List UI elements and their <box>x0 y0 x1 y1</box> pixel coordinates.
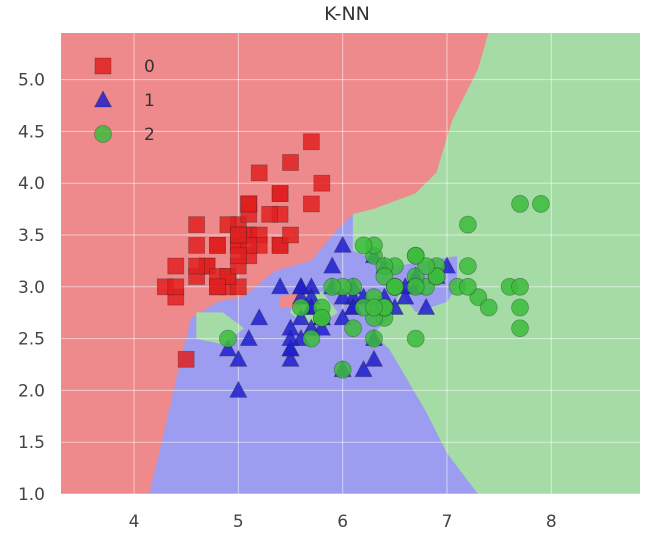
data-point-class-2 <box>302 329 321 348</box>
data-point-class-1 <box>229 349 248 367</box>
data-point-class-2 <box>511 319 529 338</box>
decision-regions <box>61 33 640 494</box>
data-points <box>156 133 550 398</box>
legend-marker-class-1 <box>93 90 113 108</box>
data-point-class-0 <box>250 164 268 182</box>
data-point-class-2 <box>323 277 342 296</box>
data-point-class-0 <box>313 174 331 192</box>
data-point-class-2 <box>427 267 446 286</box>
data-point-class-1 <box>396 287 415 305</box>
x-tick-label: 5 <box>233 512 244 532</box>
data-point-class-2 <box>365 329 383 348</box>
y-tick-label: 3.0 <box>18 278 45 298</box>
data-point-class-2 <box>458 257 477 275</box>
data-point-class-0 <box>302 195 320 213</box>
data-point-class-2 <box>312 308 331 327</box>
legend-label-class-0: 0 <box>144 57 155 77</box>
data-point-class-1 <box>281 349 300 367</box>
legend-marker-class-0 <box>94 57 112 75</box>
data-point-class-1 <box>291 308 311 326</box>
data-point-class-1 <box>354 359 373 378</box>
data-point-class-2 <box>406 329 425 348</box>
data-point-class-1 <box>323 256 342 274</box>
data-point-class-0 <box>282 154 299 171</box>
data-point-class-0 <box>229 226 247 244</box>
y-tick-label: 4.5 <box>18 122 45 142</box>
data-point-class-0 <box>188 236 206 254</box>
data-point-class-2 <box>531 195 550 213</box>
data-point-class-2 <box>365 298 383 317</box>
legend-label-class-2: 2 <box>144 125 155 145</box>
data-point-class-1 <box>333 235 352 253</box>
data-point-class-2 <box>354 236 373 255</box>
y-tick-label: 1.5 <box>18 433 45 453</box>
data-point-class-0 <box>167 278 185 296</box>
y-tick-label: 2.0 <box>18 381 45 401</box>
legend-label-class-1: 1 <box>144 91 155 111</box>
data-point-class-0 <box>167 257 185 275</box>
data-point-class-0 <box>302 133 320 151</box>
data-point-class-1 <box>333 287 352 305</box>
chart-title: K-NN <box>324 3 370 25</box>
y-tick-label: 1.0 <box>18 485 45 505</box>
data-point-class-0 <box>209 278 226 296</box>
y-tick-label: 5.0 <box>18 71 45 91</box>
data-point-class-1 <box>312 318 331 336</box>
data-point-class-2 <box>219 329 237 348</box>
data-point-class-1 <box>281 318 300 336</box>
data-point-class-0 <box>229 247 247 265</box>
data-point-class-2 <box>511 195 529 213</box>
data-point-class-0 <box>177 350 195 368</box>
x-tick-label: 4 <box>129 512 140 532</box>
data-point-class-1 <box>239 328 258 347</box>
data-point-class-1 <box>416 297 436 315</box>
data-point-class-0 <box>188 257 206 275</box>
data-point-class-1 <box>281 339 300 357</box>
data-point-class-1 <box>281 328 300 347</box>
x-tick-label: 8 <box>546 512 557 532</box>
data-point-class-2 <box>469 288 488 307</box>
plot-area <box>61 33 640 494</box>
x-tick-label: 6 <box>337 512 348 532</box>
x-axis-ticks: 4 5 6 7 8 <box>129 512 557 532</box>
data-point-class-0 <box>282 226 299 244</box>
data-point-class-2 <box>375 267 394 286</box>
data-point-class-2 <box>333 360 352 379</box>
y-tick-label: 3.5 <box>18 226 45 246</box>
legend: 0 1 2 <box>93 57 155 145</box>
legend-marker-class-2 <box>94 125 112 143</box>
x-tick-label: 7 <box>442 512 453 532</box>
data-point-class-1 <box>229 380 248 398</box>
data-point-class-2 <box>458 215 477 234</box>
data-point-class-2 <box>479 298 498 317</box>
data-point-class-1 <box>333 308 352 326</box>
data-point-class-2 <box>406 246 425 265</box>
data-point-class-2 <box>385 277 404 296</box>
data-point-class-2 <box>511 298 529 317</box>
data-point-class-2 <box>511 277 529 296</box>
data-point-class-1 <box>250 308 269 326</box>
y-tick-label: 4.0 <box>18 174 45 194</box>
data-point-class-1 <box>364 349 384 367</box>
data-point-class-2 <box>292 298 310 317</box>
data-point-class-2 <box>458 277 477 296</box>
y-axis-ticks: 1.0 1.5 2.0 2.5 3.0 3.5 4.0 4.5 5.0 <box>18 71 45 505</box>
data-point-class-2 <box>417 257 436 275</box>
data-point-class-0 <box>261 205 279 223</box>
data-point-class-0 <box>209 236 226 254</box>
data-point-class-1 <box>270 276 290 295</box>
data-point-class-2 <box>344 319 363 338</box>
data-point-class-0 <box>188 216 206 234</box>
data-point-class-0 <box>271 185 289 202</box>
data-point-class-0 <box>240 195 258 213</box>
data-point-class-2 <box>406 277 425 296</box>
data-point-class-1 <box>218 339 238 357</box>
y-tick-label: 2.5 <box>18 330 45 350</box>
